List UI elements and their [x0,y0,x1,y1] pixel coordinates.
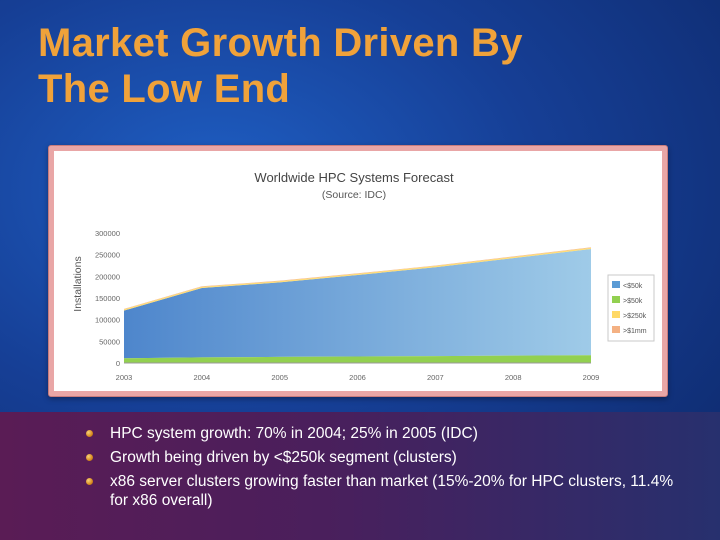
legend-swatch [612,296,620,303]
x-tick-label: 2003 [116,373,133,382]
bullet-text: x86 server clusters growing faster than … [110,473,674,509]
legend-swatch [612,281,620,288]
x-tick-label: 2009 [583,373,600,382]
y-tick-label: 50000 [99,337,120,346]
slide-title-line-2: The Low End [38,67,291,111]
bullet-icon [86,430,93,437]
x-tick-label: 2008 [505,373,522,382]
y-tick-label: 300000 [95,229,120,238]
area-series->$50k [124,355,591,363]
axes: 0 50000 100000 150000 200000 250000 300000 2003… [95,229,599,382]
legend-label: <$50k [623,283,643,290]
chart-subtitle: (Source: IDC) [322,189,386,201]
legend-label: >$1mm [623,328,647,335]
bullet-list: HPC system growth: 70% in 2004; 25% in 2… [86,424,686,515]
legend-swatch [612,311,620,318]
x-tick-label: 2004 [193,373,210,382]
area-series->$250k [124,247,591,311]
area-series-<$50k [124,249,591,359]
legend-label: >$250k [623,313,647,320]
y-tick-label: 250000 [95,251,120,260]
chart-title: Worldwide HPC Systems Forecast [254,170,454,185]
bullet-item: HPC system growth: 70% in 2004; 25% in 2… [86,424,686,443]
x-tick-label: 2005 [271,373,288,382]
bullet-text: Growth being driven by <$250k segment (c… [110,449,457,466]
y-tick-label: 0 [116,359,120,368]
x-tick-label: 2006 [349,373,366,382]
plot-area [124,247,591,363]
bullet-icon [86,478,93,485]
legend-label: >$50k [623,298,643,305]
bullet-item: x86 server clusters growing faster than … [86,472,686,510]
y-tick-label: 100000 [95,316,120,325]
legend: <$50k >$50k >$250k >$1mm [607,274,655,342]
chart-panel: Worldwide HPC Systems Forecast (Source: … [54,151,662,391]
bullet-text: HPC system growth: 70% in 2004; 25% in 2… [110,425,478,442]
chart-frame: Worldwide HPC Systems Forecast (Source: … [48,145,668,397]
slide-title-line-1: Market Growth Driven By [38,21,523,65]
chart-svg: Worldwide HPC Systems Forecast (Source: … [72,170,655,382]
y-axis-label: Installations [72,256,84,311]
y-tick-label: 150000 [95,294,120,303]
legend-swatch [612,326,620,333]
bullet-icon [86,454,93,461]
bullet-band [0,412,720,540]
y-tick-label: 200000 [95,272,120,281]
bullet-item: Growth being driven by <$250k segment (c… [86,448,686,467]
x-tick-label: 2007 [427,373,444,382]
slide-title: Market Growth Driven By The Low End [38,20,523,112]
